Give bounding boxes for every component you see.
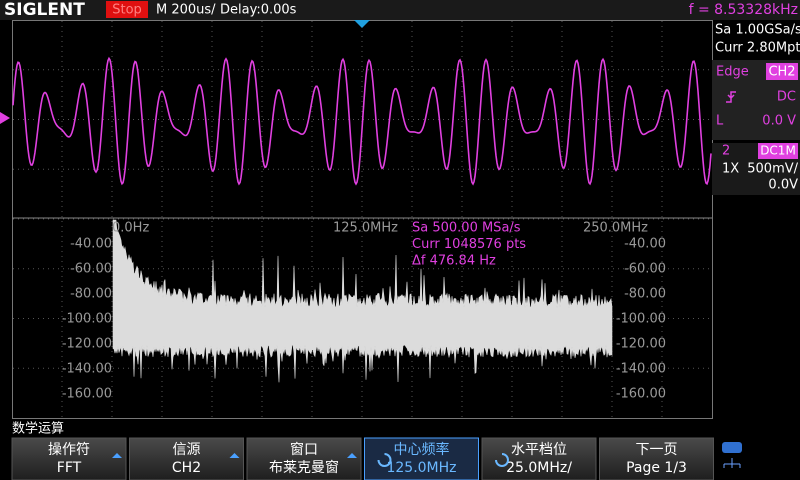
timebase: M 200us/ — [156, 3, 216, 18]
channel-marker — [0, 112, 10, 124]
menu-button[interactable] — [599, 437, 714, 480]
menu-value: 25.0MHz/ — [506, 460, 572, 476]
menu-label: 操作符 — [48, 442, 90, 458]
trigger-type: Edge — [716, 65, 749, 80]
fft-info: Curr 1048576 pts — [412, 237, 526, 252]
menu-value: FFT — [57, 460, 82, 476]
brand: SIGLENT — [4, 0, 85, 20]
channel-coupling: DC1M — [760, 144, 796, 158]
fft-x-label: 125.0MHz — [333, 221, 398, 236]
trigger-level-label: L — [716, 114, 724, 129]
trigger-level: 0.0 V — [762, 114, 796, 129]
trigger-source: CH2 — [768, 65, 795, 80]
menu-label: 中心频率 — [394, 441, 450, 458]
arrow-icon — [229, 453, 240, 458]
fft-y-label-left: -40.00 — [70, 237, 112, 252]
vertical-scale: 500mV/ — [747, 162, 798, 177]
fft-y-label-right: -100.00 — [616, 312, 666, 327]
knob-icon — [377, 453, 392, 467]
network-icon — [723, 458, 741, 468]
fft-y-label-right: -120.00 — [616, 337, 666, 352]
fft-y-label-left: -120.00 — [62, 337, 112, 352]
top-bar — [0, 0, 800, 20]
menu-value: 布莱克曼窗 — [269, 459, 339, 476]
fft-y-label-left: -60.00 — [70, 262, 112, 277]
fft-x-label: 250.0MHz — [583, 221, 648, 236]
menu-label: 信源 — [173, 442, 201, 458]
fft-y-label-right: -160.00 — [616, 387, 666, 402]
menu-value: 125.0MHz — [386, 460, 456, 476]
status-box — [106, 1, 148, 18]
knob-icon — [495, 453, 509, 467]
edge-icon — [726, 91, 736, 103]
channel-coupling-box — [758, 143, 798, 159]
fft-y-label-right: -40.00 — [624, 237, 666, 252]
memory-depth: Curr 2.80Mpts — [715, 41, 800, 56]
menu-label: 下一页 — [636, 442, 678, 458]
arrow-icon — [112, 453, 122, 458]
fft-y-label-right: -140.00 — [616, 362, 666, 377]
delay: Delay:0.00s — [220, 3, 297, 18]
fft-y-label-left: -160.00 — [62, 387, 112, 402]
menu-button[interactable] — [481, 437, 597, 480]
sample-rate: Sa 1.00GSa/s — [715, 23, 800, 38]
menu-label: 窗口 — [290, 441, 318, 458]
trigger-coupling: DC — [777, 90, 796, 105]
trigger-source-box — [766, 63, 798, 80]
fft-x-label: 0.0Hz — [112, 221, 149, 236]
menu-value: Page 1/3 — [626, 460, 687, 476]
run-status[interactable]: Stop — [112, 3, 142, 18]
menu-button[interactable] — [246, 437, 362, 480]
menu-label: 水平档位 — [511, 442, 567, 458]
menu-button[interactable] — [364, 437, 479, 480]
usb-icon — [722, 442, 742, 453]
screen-border — [12, 20, 713, 419]
waveform — [12, 56, 712, 186]
probe: 1X — [722, 162, 739, 177]
fft-y-label-left: -140.00 — [62, 362, 112, 377]
fft-y-label-right: -60.00 — [624, 262, 666, 277]
menu-title: 数学运算 — [12, 421, 64, 437]
channel-number: 2 — [722, 144, 730, 159]
fft-spectrum — [112, 219, 613, 383]
menu-value: CH2 — [172, 460, 201, 476]
arrow-icon — [347, 453, 357, 458]
fft-info: Sa 500.00 MSa/s — [412, 221, 521, 236]
fft-info: Δf 476.84 Hz — [412, 254, 496, 269]
fft-y-label-left: -100.00 — [62, 312, 112, 327]
offset: 0.0V — [768, 178, 798, 193]
menu-button[interactable] — [11, 437, 127, 480]
fft-y-label-left: -80.00 — [70, 287, 112, 302]
menu-button[interactable] — [129, 437, 244, 480]
fft-y-label-right: -80.00 — [624, 287, 666, 302]
trigger-position — [354, 20, 370, 28]
frequency: f = 8.53328kHz — [689, 2, 798, 18]
